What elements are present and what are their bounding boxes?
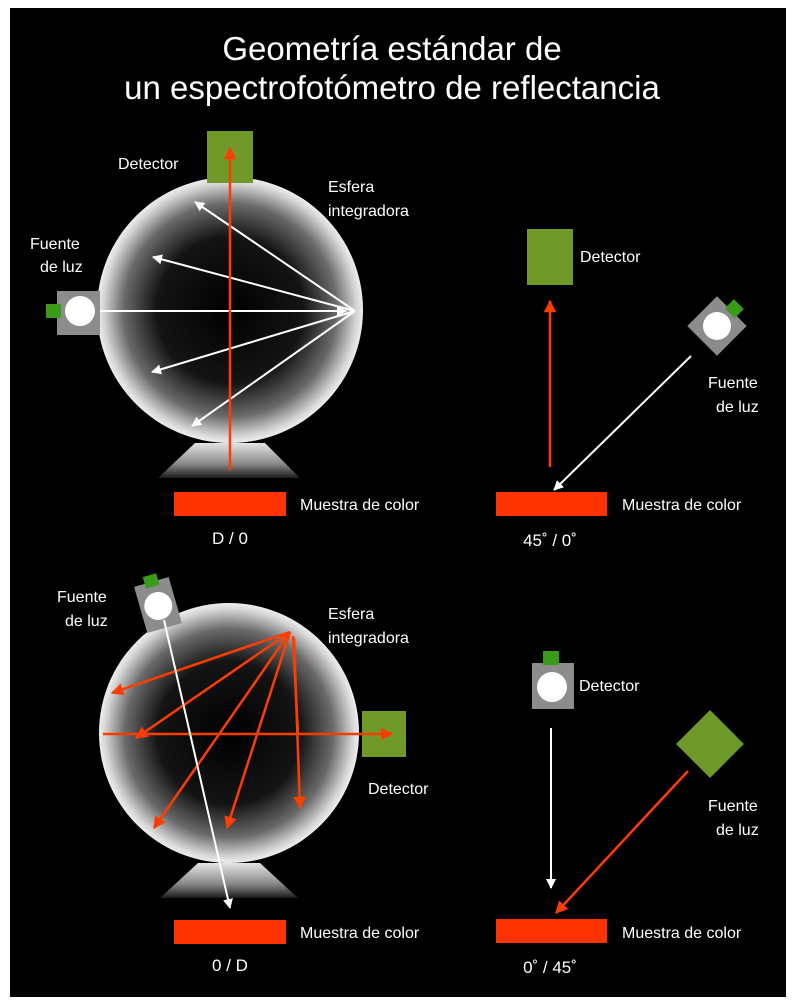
sample-label: Muestra de color: [622, 925, 742, 942]
panel-d0: Detector Esfera integradora Fuente de lu…: [30, 131, 420, 548]
ray-arrow: [194, 201, 356, 312]
source-label-line-2: de luz: [716, 822, 759, 839]
ray-arrow: [555, 770, 689, 914]
ray-arrow: [152, 254, 356, 312]
ray-arrow: [152, 631, 292, 830]
panel-0-45: Detector Fuente de luz Muestra de color …: [496, 651, 759, 977]
diagram-panel: Geometría estándar de un espectrofotómet…: [10, 8, 786, 997]
source-label-line-1: Fuente: [30, 236, 80, 253]
geometry-code: 45˚ / 0˚: [523, 531, 577, 550]
sample-label: Muestra de color: [300, 497, 420, 514]
ray-arrow: [224, 631, 292, 830]
geometry-code: 0˚ / 45˚: [523, 958, 577, 977]
ray-arrow: [163, 619, 233, 909]
sphere-label-line-2: integradora: [328, 630, 409, 647]
panel-45-0: Detector Fuente de luz Muestra de color …: [496, 229, 759, 550]
ray-arrow: [134, 630, 291, 740]
detector-label: Detector: [580, 249, 641, 266]
geometry-code: 0 / D: [212, 956, 248, 975]
detector-label: Detector: [368, 781, 429, 798]
sphere-stand: [160, 863, 298, 898]
sample-label: Muestra de color: [622, 497, 742, 514]
ray-arrow: [191, 310, 356, 427]
ray-arrow: [553, 355, 692, 491]
color-sample-bar: [496, 492, 607, 516]
panel-0-d: Fuente de luz Esfera integradora Detecto…: [57, 573, 429, 975]
sphere-label-line-1: Esfera: [328, 606, 374, 623]
sphere-label-line-1: Esfera: [328, 179, 374, 196]
sphere-label-line-2: integradora: [328, 203, 409, 220]
color-sample-bar: [174, 492, 286, 516]
detector-icon: [527, 229, 573, 285]
detector-label: Detector: [118, 156, 179, 173]
ray-arrow: [151, 310, 356, 375]
source-label-line-1: Fuente: [57, 589, 107, 606]
color-sample-bar: [174, 920, 286, 944]
light-source-icon: [687, 296, 747, 356]
source-label-line-1: Fuente: [708, 798, 758, 815]
sample-label: Muestra de color: [300, 925, 420, 942]
detector-icon: [532, 651, 574, 709]
geometry-code: D / 0: [212, 529, 248, 548]
ray-arrow: [291, 635, 300, 735]
source-label-line-1: Fuente: [708, 375, 758, 392]
source-square-icon: [676, 710, 744, 778]
detector-label: Detector: [579, 678, 640, 695]
source-label-line-2: de luz: [65, 613, 108, 630]
source-label-line-2: de luz: [716, 399, 759, 416]
light-source-icon: [134, 573, 182, 634]
ray-arrow: [110, 630, 291, 696]
title-line-2: un espectrofotómetro de reflectancia: [124, 69, 660, 106]
light-source-icon: [46, 291, 100, 335]
source-label-line-2: de luz: [40, 259, 83, 276]
geometry-diagram: Geometría estándar de un espectrofotómet…: [30, 30, 759, 977]
title-line-1: Geometría estándar de: [222, 30, 561, 67]
color-sample-bar: [496, 919, 607, 943]
